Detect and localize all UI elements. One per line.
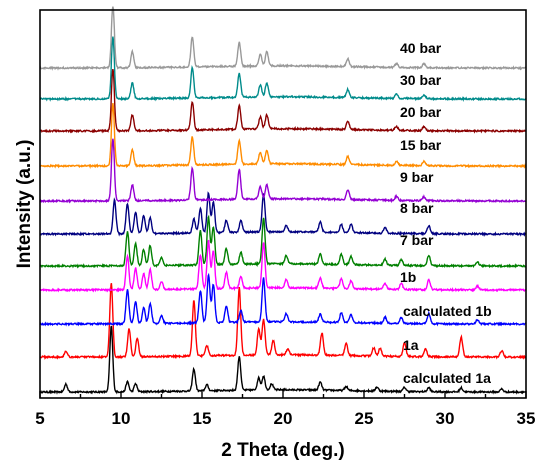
series-label: 8 bar (400, 200, 434, 216)
x-tick-label: 25 (355, 409, 374, 428)
x-tick-label: 20 (274, 409, 293, 428)
trace-8-bar (39, 191, 526, 237)
trace-30-bar (39, 36, 527, 103)
trace-40-bar (39, 6, 527, 71)
trace-1b (39, 239, 527, 293)
trace-9-bar (39, 138, 527, 204)
series-label: 9 bar (400, 169, 434, 185)
x-axis-title: 2 Theta (deg.) (221, 440, 345, 461)
trace-calculated-1b (39, 272, 527, 327)
x-axis-ticks: 5 10 15 20 25 30 35 (35, 391, 535, 428)
series-label: calculated 1a (403, 370, 491, 386)
x-tick-label: 5 (35, 409, 44, 428)
trace-1a (39, 283, 527, 360)
series-label: 1a (403, 337, 419, 353)
x-tick-label: 30 (436, 409, 455, 428)
y-axis-title: Intensity (a.u.) (14, 140, 35, 269)
series-label: 20 bar (400, 104, 442, 120)
series-label: 1b (400, 269, 416, 285)
series-label: calculated 1b (403, 303, 492, 319)
x-tick-label: 10 (112, 409, 131, 428)
x-tick-label: 15 (193, 409, 212, 428)
series-label: 15 bar (400, 137, 442, 153)
x-tick-label: 35 (517, 409, 536, 428)
series-labels: calculated 1a 1a calculated 1b 1b 7 bar 8 bar… (400, 40, 492, 386)
series-label: 7 bar (400, 232, 434, 248)
series-label: 40 bar (400, 40, 442, 56)
trace-15-bar (39, 103, 527, 170)
trace-20-bar (39, 68, 527, 134)
series-label: 30 bar (400, 72, 442, 88)
pattern-traces (39, 6, 527, 395)
trace-7-bar (39, 214, 527, 269)
